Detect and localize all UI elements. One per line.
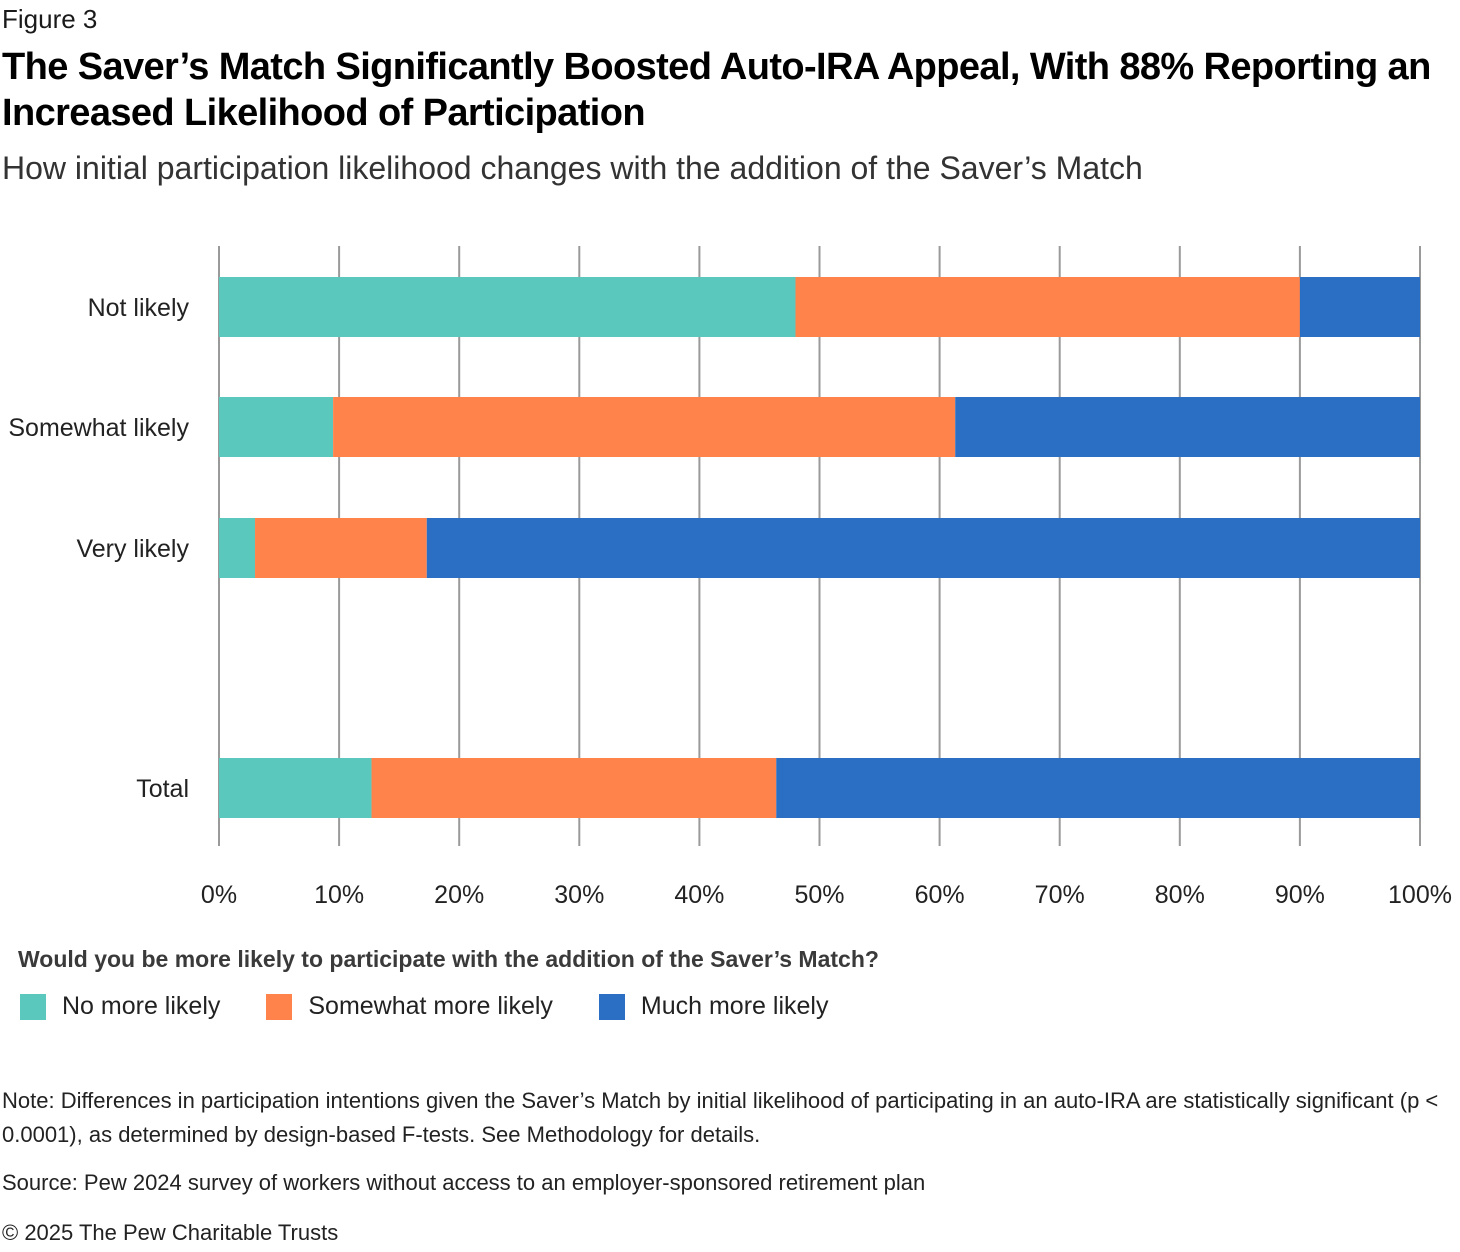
legend: No more likely Somewhat more likely Much…: [20, 992, 874, 1021]
copyright: © 2025 The Pew Charitable Trusts: [2, 1220, 339, 1245]
legend-swatch-no-more-likely: [20, 993, 46, 1020]
bar-segment-much-more-likely: [1299, 277, 1420, 337]
chart-source: Source: Pew 2024 survey of workers witho…: [2, 1170, 926, 1195]
figure-label: Figure 3: [2, 4, 98, 34]
x-tick-label: 90%: [1275, 881, 1325, 909]
x-tick-label: 20%: [434, 881, 484, 909]
x-tick-label: 0%: [201, 881, 237, 909]
bar-segment-much-more-likely: [426, 518, 1420, 578]
category-label: Very likely: [76, 535, 189, 563]
bar-segment-much-more-likely: [955, 397, 1420, 457]
x-tick-label: 70%: [1035, 881, 1085, 909]
bar-segment-no-more-likely: [219, 277, 796, 337]
legend-item-somewhat-more-likely: Somewhat more likely: [266, 992, 553, 1021]
category-label: Somewhat likely: [8, 414, 189, 442]
bar-segment-somewhat-more-likely: [371, 758, 777, 818]
x-tick-label: 100%: [1388, 881, 1452, 909]
legend-item-much-more-likely: Much more likely: [598, 992, 829, 1021]
x-tick-label: 50%: [794, 881, 844, 909]
legend-label: Somewhat more likely: [308, 992, 553, 1020]
category-label: Total: [136, 775, 189, 803]
chart-note: Note: Differences in participation inten…: [2, 1088, 1439, 1147]
x-tick-label: 60%: [915, 881, 965, 909]
legend-item-no-more-likely: No more likely: [20, 992, 220, 1021]
bar-segment-somewhat-more-likely: [333, 397, 956, 457]
legend-label: Much more likely: [640, 992, 829, 1020]
stacked-bar-chart: 0% 10% 20% 30% 40% 50% 60% 70% 80% 90% 100% Not lik…: [8, 246, 1452, 909]
x-tick-label: 80%: [1155, 881, 1205, 909]
bar-segment-no-more-likely: [219, 758, 372, 818]
category-label: Not likely: [88, 294, 190, 322]
legend-label: No more likely: [62, 992, 221, 1020]
legend-swatch-much-more-likely: [598, 993, 625, 1020]
bar-segment-somewhat-more-likely: [255, 518, 427, 578]
bar-segment-somewhat-more-likely: [795, 277, 1300, 337]
bar-segment-much-more-likely: [776, 758, 1420, 818]
bar-segment-no-more-likely: [219, 397, 334, 457]
x-tick-label: 10%: [314, 881, 364, 909]
bar-segment-no-more-likely: [219, 518, 256, 578]
chart-subtitle: How initial participation likelihood cha…: [2, 150, 1143, 186]
legend-swatch-somewhat-more-likely: [266, 993, 293, 1020]
chart-title: The Saver’s Match Significantly Boosted …: [2, 46, 1431, 134]
legend-title: Would you be more likely to participate …: [18, 946, 879, 972]
x-tick-label: 30%: [554, 881, 604, 909]
x-tick-label: 40%: [674, 881, 724, 909]
